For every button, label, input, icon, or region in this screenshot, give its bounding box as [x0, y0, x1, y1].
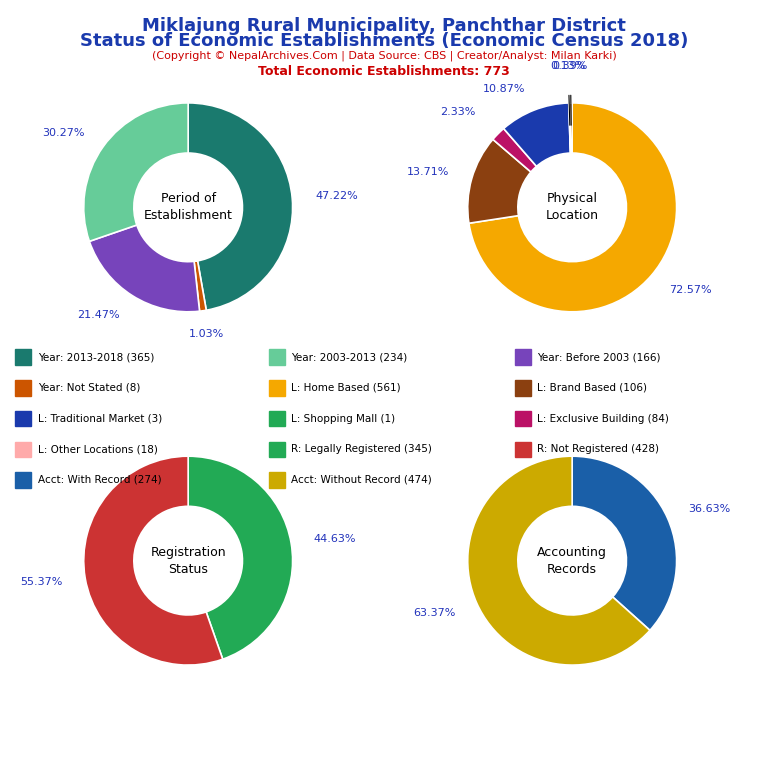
- Text: L: Brand Based (106): L: Brand Based (106): [537, 382, 647, 393]
- Text: Year: 2013-2018 (365): Year: 2013-2018 (365): [38, 352, 154, 362]
- Wedge shape: [493, 128, 537, 172]
- Text: 36.63%: 36.63%: [688, 504, 731, 514]
- Text: L: Exclusive Building (84): L: Exclusive Building (84): [537, 413, 669, 424]
- Wedge shape: [468, 139, 531, 223]
- Text: 10.87%: 10.87%: [483, 84, 525, 94]
- Wedge shape: [469, 103, 677, 312]
- Text: 30.27%: 30.27%: [42, 128, 84, 138]
- Text: L: Home Based (561): L: Home Based (561): [291, 382, 401, 393]
- Text: Year: Not Stated (8): Year: Not Stated (8): [38, 382, 140, 393]
- Wedge shape: [194, 261, 207, 311]
- Wedge shape: [504, 103, 571, 167]
- Text: Year: 2003-2013 (234): Year: 2003-2013 (234): [291, 352, 407, 362]
- Wedge shape: [89, 225, 200, 312]
- Wedge shape: [84, 103, 188, 241]
- Text: Period of
Establishment: Period of Establishment: [144, 192, 233, 223]
- Text: R: Not Registered (428): R: Not Registered (428): [537, 444, 659, 455]
- Wedge shape: [572, 456, 677, 631]
- Wedge shape: [188, 456, 293, 659]
- Text: 47.22%: 47.22%: [315, 191, 358, 201]
- Text: 0.13%: 0.13%: [551, 61, 586, 71]
- Text: Year: Before 2003 (166): Year: Before 2003 (166): [537, 352, 660, 362]
- Text: 21.47%: 21.47%: [78, 310, 120, 320]
- Text: Acct: With Record (274): Acct: With Record (274): [38, 475, 161, 485]
- Text: (Copyright © NepalArchives.Com | Data Source: CBS | Creator/Analyst: Milan Karki: (Copyright © NepalArchives.Com | Data So…: [151, 51, 617, 61]
- Text: L: Shopping Mall (1): L: Shopping Mall (1): [291, 413, 396, 424]
- Text: 44.63%: 44.63%: [314, 535, 356, 545]
- Text: Status of Economic Establishments (Economic Census 2018): Status of Economic Establishments (Econo…: [80, 32, 688, 50]
- Wedge shape: [570, 103, 572, 153]
- Text: 63.37%: 63.37%: [413, 607, 456, 617]
- Text: Physical
Location: Physical Location: [545, 192, 599, 223]
- Text: 2.33%: 2.33%: [440, 107, 476, 117]
- Wedge shape: [569, 103, 571, 153]
- Text: Acct: Without Record (474): Acct: Without Record (474): [291, 475, 432, 485]
- Text: 1.03%: 1.03%: [189, 329, 223, 339]
- Text: R: Legally Registered (345): R: Legally Registered (345): [291, 444, 432, 455]
- Text: 13.71%: 13.71%: [407, 167, 449, 177]
- Text: Total Economic Establishments: 773: Total Economic Establishments: 773: [258, 65, 510, 78]
- Wedge shape: [84, 456, 223, 665]
- Text: 55.37%: 55.37%: [20, 577, 62, 587]
- Wedge shape: [468, 456, 650, 665]
- Text: L: Other Locations (18): L: Other Locations (18): [38, 444, 157, 455]
- Text: Accounting
Records: Accounting Records: [538, 545, 607, 576]
- Text: Registration
Status: Registration Status: [151, 545, 226, 576]
- Text: L: Traditional Market (3): L: Traditional Market (3): [38, 413, 162, 424]
- Text: 72.57%: 72.57%: [669, 286, 711, 296]
- Text: 0.39%: 0.39%: [553, 61, 588, 71]
- Text: Miklajung Rural Municipality, Panchthar District: Miklajung Rural Municipality, Panchthar …: [142, 17, 626, 35]
- Wedge shape: [188, 103, 293, 310]
